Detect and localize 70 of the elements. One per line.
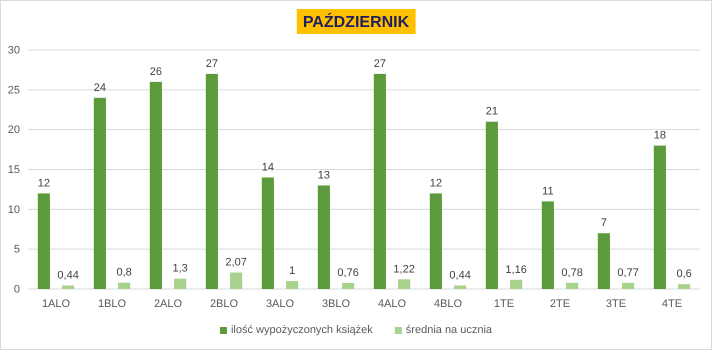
data-label: 11 (542, 185, 554, 198)
data-label: 12 (430, 177, 442, 190)
x-tick-label: 3ALO (266, 298, 294, 310)
bar (150, 82, 162, 289)
y-tick-label: 15 (8, 164, 20, 176)
data-label: 14 (262, 161, 274, 174)
chart-title: PAŹDZIERNIK (302, 12, 410, 31)
y-tick-label: 30 (8, 44, 20, 57)
x-tick-label: 2TE (550, 298, 570, 310)
bar (454, 285, 466, 289)
x-tick-label: 1TE (494, 298, 514, 310)
bar (118, 282, 130, 289)
data-label: 1 (289, 265, 296, 278)
legend-label: ilość wypożyczonych książek (230, 324, 374, 336)
data-label: 0,6 (676, 268, 692, 280)
x-tick-label: 2ALO (154, 298, 182, 310)
legend-label: średnia na ucznia (406, 324, 493, 336)
y-tick-label: 20 (8, 124, 20, 136)
x-tick-label: 3TE (606, 298, 626, 310)
bar (62, 285, 74, 289)
x-tick-label: 1ALO (42, 298, 70, 310)
x-tick-label: 4TE (662, 298, 682, 310)
data-label: 0,44 (449, 269, 471, 282)
data-label: 1,22 (393, 263, 415, 276)
data-label: 24 (94, 82, 106, 94)
x-tick-label: 4BLO (434, 298, 462, 310)
x-tick-label: 3BLO (322, 298, 350, 310)
data-label: 27 (206, 58, 218, 70)
x-tick-label: 2BLO (210, 298, 238, 310)
bar (38, 193, 50, 289)
bar (566, 282, 578, 289)
x-tick-label: 1BLO (98, 298, 126, 310)
bar (622, 282, 634, 289)
data-label: 13 (318, 169, 330, 182)
bar (430, 193, 442, 289)
data-label: 26 (150, 66, 162, 78)
data-label: 1,16 (505, 264, 527, 276)
data-label: 0,78 (561, 266, 583, 279)
data-label: 12 (38, 177, 50, 190)
bar (542, 201, 554, 289)
bar (486, 122, 498, 289)
data-label: 0,44 (57, 269, 79, 282)
bar (286, 281, 298, 289)
bar (678, 284, 690, 289)
bar (398, 279, 410, 289)
bar (206, 74, 218, 289)
data-label: 18 (654, 130, 666, 142)
bar (318, 185, 330, 289)
bar (510, 280, 522, 289)
data-label: 2,07 (225, 256, 247, 269)
data-label: 0,76 (337, 266, 359, 279)
data-label: 1,3 (172, 262, 188, 275)
bar (94, 98, 106, 289)
bar (174, 278, 186, 289)
data-label: 0,8 (116, 266, 132, 279)
data-label: 21 (486, 106, 498, 118)
y-tick-label: 5 (14, 244, 20, 256)
bar (598, 233, 610, 289)
data-label: 7 (600, 217, 607, 230)
bar (654, 146, 666, 289)
y-tick-label: 25 (8, 84, 20, 96)
y-tick-label: 10 (8, 204, 20, 216)
y-tick-label: 0 (14, 284, 20, 296)
bar (262, 177, 274, 289)
bar (230, 272, 242, 289)
bar (374, 74, 386, 289)
data-label: 0,77 (617, 266, 639, 279)
data-label: 27 (374, 58, 386, 70)
bar (342, 282, 354, 289)
x-tick-label: 4ALO (378, 298, 406, 310)
